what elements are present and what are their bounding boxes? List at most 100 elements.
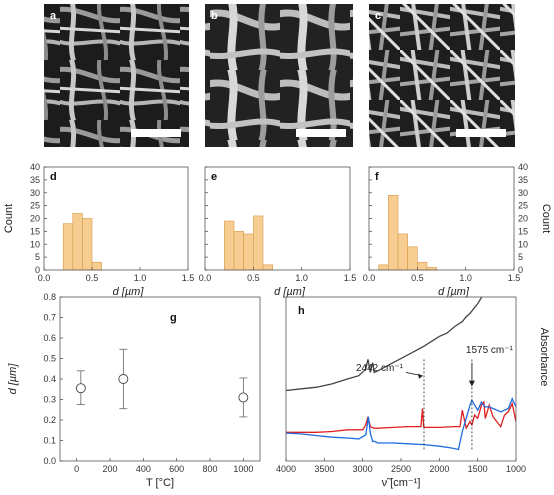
x-tick-label: 1.5 bbox=[508, 273, 521, 283]
histogram-bar bbox=[224, 220, 235, 271]
y-tick-label: 15 bbox=[30, 226, 40, 236]
sem-label-a: a bbox=[50, 10, 57, 22]
x-tick-label: 400 bbox=[136, 464, 151, 474]
histogram-bar bbox=[62, 223, 74, 271]
spectrum-line-1 bbox=[286, 297, 483, 392]
panel-label-d: d bbox=[50, 171, 57, 183]
data-point bbox=[238, 392, 249, 403]
y-axis-label: d [µm] bbox=[7, 363, 19, 395]
spectrum-line-2 bbox=[286, 400, 516, 433]
y-tick-label: 20 bbox=[30, 214, 40, 224]
plot-frame bbox=[59, 296, 261, 462]
y-tick-label: 0.0 bbox=[43, 456, 56, 466]
panel-label-f: f bbox=[375, 171, 379, 183]
scale-bar-a bbox=[131, 129, 181, 137]
histogram-d: 0.0 0.5 1.0 1.5 0 5 10 15 20 25 30 35 40 Count d d [µm] bbox=[3, 162, 194, 298]
y-tick-label: 0.6 bbox=[43, 333, 56, 343]
y-tick-label: 0.4 bbox=[43, 374, 56, 384]
x-tick-label: 3000 bbox=[353, 464, 373, 474]
x-tick-label: 2000 bbox=[429, 464, 449, 474]
spectrum-line-3 bbox=[286, 397, 516, 451]
panel-label-h: h bbox=[298, 305, 305, 317]
histogram-bar bbox=[82, 218, 93, 271]
histogram-bar bbox=[91, 261, 102, 271]
y-axis-label: Count bbox=[3, 204, 15, 233]
panel-label-e: e bbox=[211, 171, 217, 183]
y-tick-label: 0.2 bbox=[43, 415, 56, 425]
histogram-bar bbox=[388, 195, 399, 271]
x-tick-label: 0.0 bbox=[363, 273, 376, 283]
arrow-head bbox=[418, 373, 423, 379]
panel-label-g: g bbox=[170, 312, 177, 324]
sem-image-b: b bbox=[205, 4, 353, 147]
x-tick-label: 200 bbox=[102, 464, 117, 474]
y-tick-label: 5 bbox=[35, 252, 40, 262]
x-tick-label: 1.0 bbox=[295, 273, 308, 283]
data-point bbox=[118, 374, 129, 384]
arrow-head bbox=[468, 380, 475, 387]
histogram-bar bbox=[378, 264, 389, 271]
x-axis-label: ν̃ [cm⁻¹] bbox=[382, 477, 421, 489]
sem-label-c: c bbox=[375, 10, 381, 22]
x-tick-label: 0.5 bbox=[411, 273, 424, 283]
x-axis-label: T [°C] bbox=[146, 477, 174, 489]
histogram-bar bbox=[407, 246, 418, 271]
x-axis-label: d [µm] bbox=[438, 286, 470, 298]
y-tick-label: 0.7 bbox=[43, 313, 56, 323]
y-axis-label: Absorbance bbox=[538, 328, 550, 387]
annotation-label: 2442 cm⁻¹ bbox=[356, 363, 404, 374]
y-tick-label: 30 bbox=[30, 188, 40, 198]
y-tick-label: 35 bbox=[518, 175, 528, 185]
y-tick-label: 15 bbox=[518, 226, 528, 236]
x-tick-label: 3500 bbox=[314, 464, 334, 474]
x-tick-label: 1500 bbox=[468, 464, 488, 474]
histogram-bar bbox=[253, 215, 264, 271]
histogram-e: 0.0 0.5 1.0 1.5 e d [µm] bbox=[199, 166, 357, 298]
sem-image-a: a bbox=[44, 4, 189, 147]
x-tick-label: 1.5 bbox=[344, 273, 357, 283]
x-axis-label: d [µm] bbox=[113, 286, 145, 298]
x-tick-label: 0.5 bbox=[86, 273, 99, 283]
y-tick-label: 0 bbox=[518, 265, 523, 275]
x-tick-label: 2500 bbox=[391, 464, 411, 474]
y-tick-label: 0.3 bbox=[43, 395, 56, 405]
x-tick-label: 0 bbox=[74, 464, 79, 474]
x-tick-label: 1000 bbox=[233, 464, 253, 474]
y-tick-label: 25 bbox=[518, 201, 528, 211]
y-tick-label: 40 bbox=[30, 162, 40, 172]
sem-image-c: c bbox=[369, 4, 515, 147]
x-tick-label: 1.0 bbox=[459, 273, 472, 283]
x-tick-label: 0.0 bbox=[38, 273, 51, 283]
histogram-bar bbox=[233, 231, 244, 271]
histogram-bar bbox=[397, 233, 408, 271]
y-axis-label: Count bbox=[540, 204, 552, 233]
y-tick-label: 0.8 bbox=[43, 292, 56, 302]
x-tick-label: 1.0 bbox=[134, 273, 147, 283]
y-tick-label: 10 bbox=[518, 239, 528, 249]
x-tick-label: 800 bbox=[202, 464, 217, 474]
sem-label-b: b bbox=[211, 10, 218, 22]
y-tick-label: 0.1 bbox=[43, 436, 56, 446]
histogram-bar bbox=[243, 233, 254, 271]
y-tick-label: 40 bbox=[518, 162, 528, 172]
y-tick-label: 35 bbox=[30, 175, 40, 185]
x-tick-label: 0.0 bbox=[199, 273, 212, 283]
histogram-bar bbox=[417, 261, 428, 271]
scale-bar-b bbox=[296, 129, 346, 137]
x-tick-label: 0.5 bbox=[247, 273, 260, 283]
annotation-label: 1575 cm⁻¹ bbox=[466, 345, 514, 356]
series-group bbox=[286, 297, 516, 451]
x-axis-label: d [µm] bbox=[274, 286, 306, 298]
y-tick-label: 5 bbox=[518, 252, 523, 262]
histogram-bar bbox=[72, 213, 83, 271]
histogram-bar bbox=[262, 264, 273, 271]
y-tick-label: 25 bbox=[30, 201, 40, 211]
data-point bbox=[75, 383, 86, 394]
x-tick-label: 600 bbox=[169, 464, 184, 474]
y-tick-label: 0.5 bbox=[43, 354, 56, 364]
x-tick-label: 1.5 bbox=[182, 273, 195, 283]
ftir-plot-h: 4000 3500 3000 2500 2000 1500 1000 2442 cm⁻¹ 157… bbox=[276, 296, 550, 489]
